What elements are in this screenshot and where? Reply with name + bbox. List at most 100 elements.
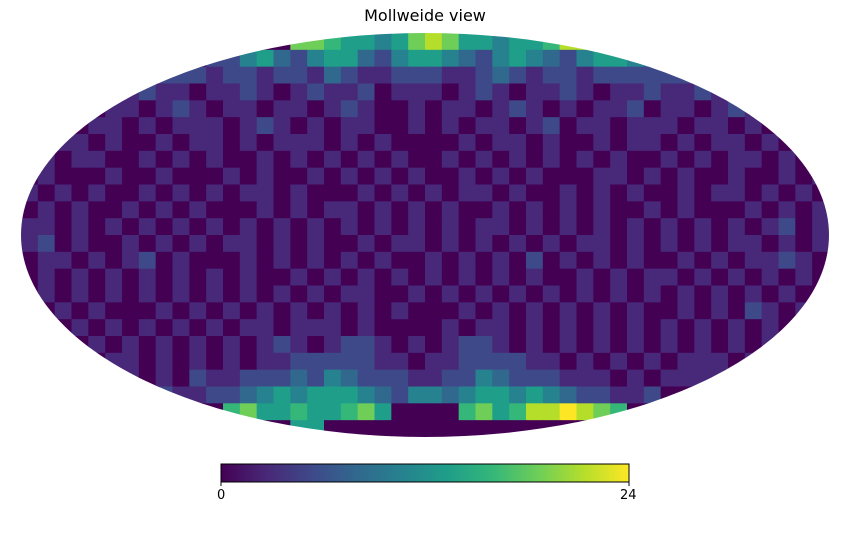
map-pixel bbox=[458, 420, 477, 437]
map-pixel bbox=[627, 150, 645, 169]
map-pixel bbox=[324, 49, 342, 68]
map-pixel bbox=[256, 268, 275, 287]
map-pixel bbox=[576, 83, 594, 101]
map-pixel bbox=[138, 336, 157, 354]
map-pixel bbox=[559, 403, 578, 421]
map-pixel bbox=[357, 134, 376, 152]
map-pixel bbox=[189, 369, 207, 388]
map-pixel bbox=[559, 201, 578, 219]
map-pixel bbox=[492, 285, 510, 303]
map-pixel bbox=[475, 336, 493, 354]
map-pixel bbox=[324, 235, 342, 253]
map-pixel bbox=[256, 167, 275, 186]
map-pixel bbox=[694, 319, 712, 337]
map-pixel bbox=[542, 134, 561, 152]
map-pixel bbox=[138, 150, 157, 169]
map-pixel bbox=[492, 134, 510, 152]
map-pixel bbox=[627, 66, 645, 85]
map-pixel bbox=[374, 184, 392, 202]
map-pixel bbox=[627, 251, 645, 270]
map-pixel bbox=[610, 386, 628, 404]
map-pixel bbox=[509, 235, 527, 253]
map-pixel bbox=[239, 386, 258, 404]
map-pixel bbox=[357, 319, 376, 337]
map-pixel bbox=[357, 100, 376, 118]
map-pixel bbox=[711, 117, 729, 135]
map-pixel bbox=[744, 150, 763, 169]
map-pixel bbox=[324, 369, 342, 388]
map-pixel bbox=[761, 251, 780, 270]
map-pixel bbox=[88, 235, 106, 253]
map-pixel bbox=[155, 268, 174, 287]
map-pixel bbox=[307, 285, 325, 303]
map-pixel bbox=[223, 235, 241, 253]
map-pixel bbox=[172, 336, 190, 354]
map-pixel bbox=[694, 117, 712, 135]
map-pixel bbox=[273, 184, 291, 202]
map-pixel bbox=[223, 352, 241, 371]
map-pixel bbox=[627, 184, 645, 202]
map-pixel bbox=[475, 49, 493, 68]
map-pixel bbox=[223, 201, 241, 219]
map-pixel bbox=[357, 386, 376, 404]
map-pixel bbox=[559, 66, 578, 85]
map-pixel bbox=[105, 319, 123, 337]
map-pixel bbox=[744, 302, 763, 320]
map-pixel bbox=[425, 134, 443, 152]
map-pixel bbox=[324, 319, 342, 337]
map-pixel bbox=[239, 369, 258, 388]
map-pixel bbox=[660, 201, 679, 219]
map-pixel bbox=[660, 117, 679, 135]
map-pixel bbox=[324, 386, 342, 404]
map-pixel bbox=[391, 100, 409, 118]
map-pixel bbox=[408, 100, 426, 118]
map-pixel bbox=[374, 167, 392, 186]
map-pixel bbox=[509, 49, 527, 68]
map-pixel bbox=[677, 285, 695, 303]
map-pixel bbox=[542, 268, 561, 287]
map-pixel bbox=[122, 167, 140, 186]
map-pixel bbox=[206, 201, 224, 219]
map-pixel bbox=[458, 352, 477, 371]
map-pixel bbox=[374, 33, 392, 51]
map-pixel bbox=[172, 150, 190, 169]
map-pixel bbox=[290, 336, 308, 354]
map-pixel bbox=[189, 235, 207, 253]
map-pixel bbox=[711, 268, 729, 287]
map-pixel bbox=[643, 83, 662, 101]
map-pixel bbox=[542, 49, 561, 68]
map-pixel bbox=[711, 134, 729, 152]
map-pixel bbox=[138, 285, 157, 303]
map-pixel bbox=[138, 319, 157, 337]
map-pixel bbox=[677, 167, 695, 186]
map-pixel bbox=[408, 33, 426, 51]
map-pixel bbox=[576, 66, 594, 85]
map-pixel bbox=[273, 251, 291, 270]
map-pixel bbox=[492, 49, 510, 68]
map-pixel bbox=[643, 268, 662, 287]
map-pixel bbox=[526, 100, 544, 118]
map-pixel bbox=[357, 420, 376, 437]
map-pixel bbox=[239, 285, 258, 303]
map-pixel bbox=[660, 336, 679, 354]
map-pixel bbox=[728, 218, 746, 236]
map-pixel bbox=[340, 420, 359, 437]
map-pixel bbox=[172, 268, 190, 287]
map-pixel bbox=[239, 201, 258, 219]
map-pixel bbox=[526, 235, 544, 253]
map-pixel bbox=[340, 336, 359, 354]
map-pixel bbox=[155, 100, 174, 118]
map-pixel bbox=[425, 167, 443, 186]
map-pixel bbox=[223, 134, 241, 152]
map-pixel bbox=[290, 352, 308, 371]
map-pixel bbox=[475, 66, 493, 85]
map-pixel bbox=[340, 167, 359, 186]
map-pixel bbox=[576, 369, 594, 388]
map-pixel bbox=[54, 218, 73, 236]
map-pixel bbox=[475, 369, 493, 388]
map-pixel bbox=[492, 167, 510, 186]
map-pixel bbox=[256, 302, 275, 320]
map-pixel bbox=[340, 285, 359, 303]
map-pixel bbox=[340, 369, 359, 388]
map-pixel bbox=[408, 150, 426, 169]
